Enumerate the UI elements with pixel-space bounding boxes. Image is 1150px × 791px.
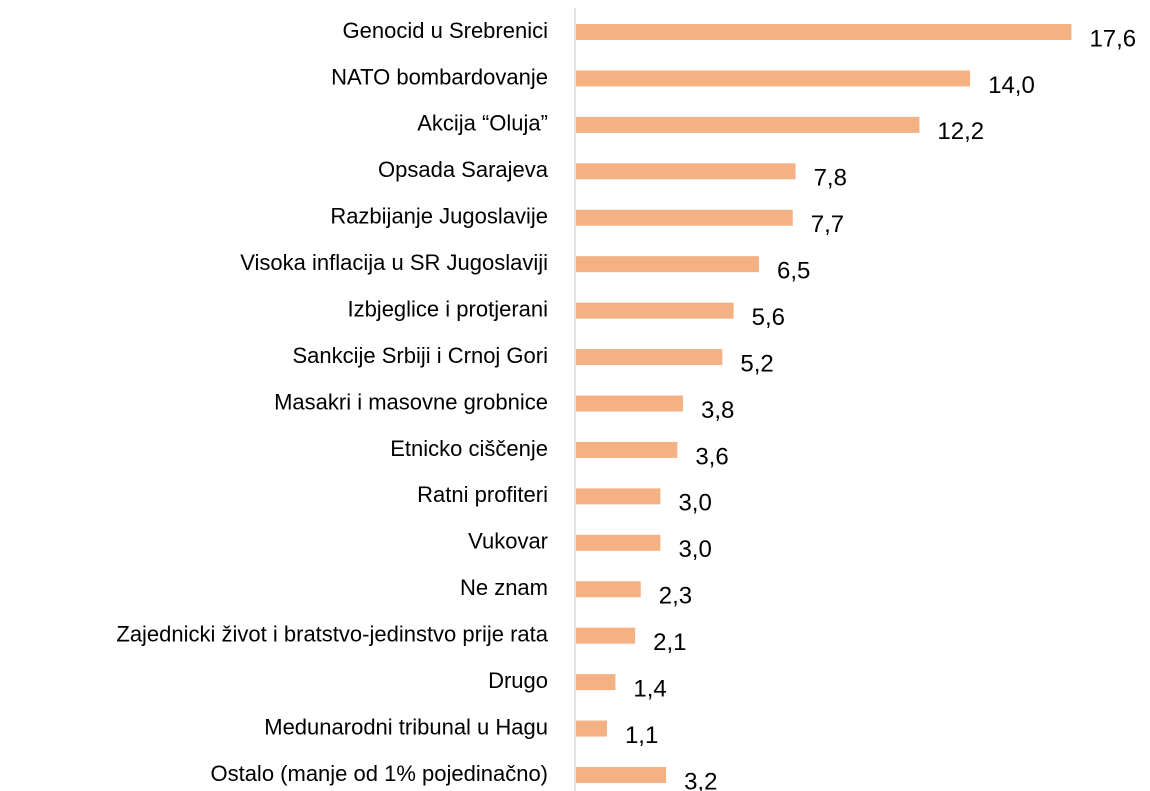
value-label: 6,5: [777, 258, 810, 285]
bar: [576, 395, 683, 412]
value-label: 2,1: [653, 629, 686, 656]
bar: [576, 627, 636, 644]
category-label: Drugo: [488, 668, 548, 693]
bar: [576, 488, 661, 505]
category-label: Ostalo (manje od 1% pojedinačno): [210, 761, 548, 786]
category-label: Genocid u Srebrenici: [343, 18, 548, 43]
bar: [576, 302, 734, 319]
category-label: Visoka inflacija u SR Jugoslaviji: [240, 250, 548, 275]
value-label: 5,2: [740, 350, 773, 377]
category-label: Masakri i masovne grobnice: [274, 389, 548, 414]
category-label: Etnicko ciščenje: [390, 436, 548, 461]
value-label: 2,3: [659, 583, 692, 610]
bar: [576, 720, 607, 737]
category-label: NATO bombardovanje: [331, 64, 548, 89]
category-label: Zajednicki život i bratstvo-jedinstvo pr…: [116, 622, 548, 647]
category-label: Ratni profiteri: [417, 482, 548, 507]
category-label: Akcija “Oluja”: [417, 111, 548, 136]
bar: [576, 24, 1072, 40]
category-label: Izbjeglice i protjerani: [347, 296, 548, 321]
value-label: 3,6: [695, 443, 728, 470]
value-label: 3,2: [684, 768, 717, 791]
bar: [576, 116, 920, 133]
value-label: 7,8: [814, 165, 847, 192]
value-label: 12,2: [937, 118, 984, 145]
value-label: 17,6: [1089, 25, 1136, 52]
value-label: 3,0: [678, 536, 711, 563]
category-label: Sankcije Srbiji i Crnoj Gori: [292, 343, 548, 368]
bar: [576, 163, 796, 180]
value-label: 3,8: [701, 397, 734, 424]
category-label: Razbijanje Jugoslavije: [330, 204, 548, 229]
category-label: Vukovar: [468, 529, 548, 554]
category-label: Ne znam: [460, 575, 548, 600]
bar: [576, 674, 616, 691]
category-label: Opsada Sarajeva: [378, 157, 549, 182]
category-label: Medunarodni tribunal u Hagu: [264, 714, 548, 739]
bar: [576, 70, 971, 87]
bar: [576, 534, 661, 551]
value-label: 1,1: [625, 722, 658, 749]
value-label: 1,4: [633, 675, 666, 702]
value-label: 5,6: [752, 304, 785, 331]
value-label: 14,0: [988, 72, 1035, 99]
bar: [576, 256, 759, 273]
bar: [576, 767, 667, 783]
value-label: 3,0: [678, 490, 711, 517]
bar: [576, 441, 678, 458]
bar: [576, 581, 641, 598]
value-label: 7,7: [811, 211, 844, 238]
bar: [576, 209, 793, 226]
bar: [576, 349, 723, 366]
